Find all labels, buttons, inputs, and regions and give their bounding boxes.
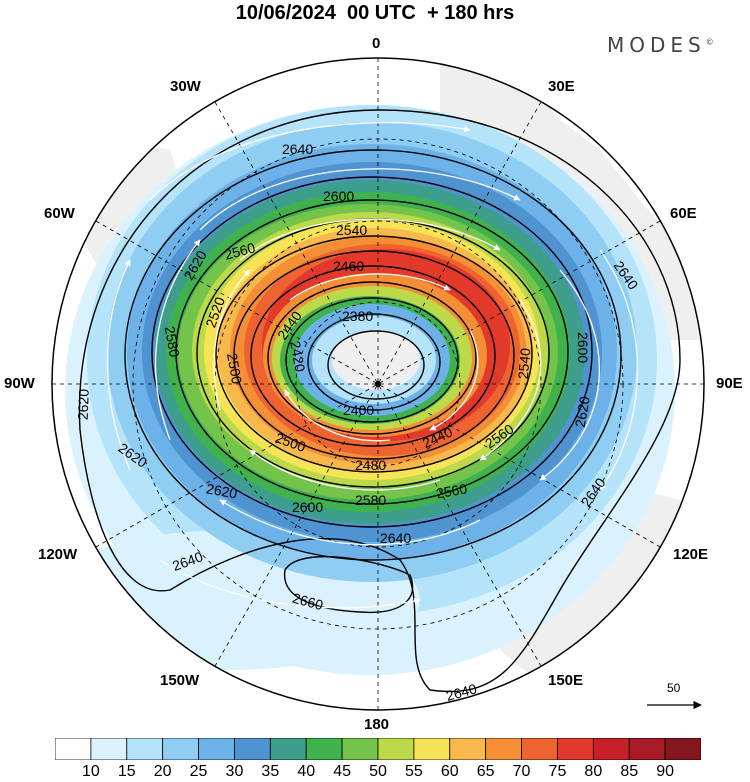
contour-label: 2640	[380, 530, 411, 546]
contour-label: 2600	[575, 332, 591, 363]
contour-label: 2460	[333, 258, 364, 274]
lon-label-120e: 120E	[673, 546, 709, 563]
colorbar-tick-label: 70	[512, 763, 531, 780]
colorbar-swatch	[664, 738, 701, 760]
lon-label-180: 180	[364, 716, 390, 733]
contour-label: 2580	[355, 492, 386, 508]
lon-label-30e: 30E	[548, 78, 575, 95]
height-contours	[78, 109, 681, 693]
lon-label-120w: 120W	[38, 546, 78, 563]
colorbar-tick-label: 50	[369, 763, 387, 780]
contour-label: 2480	[355, 457, 386, 473]
contour-label: 2380	[342, 308, 373, 324]
lon-label-30w: 30W	[170, 78, 201, 95]
reference-vector-label: 50	[667, 681, 681, 695]
colorbar-swatch	[269, 738, 307, 760]
colorbar-swatch	[413, 738, 451, 760]
polar-map: 2640 2600 2620 2560 2540 2460 2520 2440 …	[51, 57, 705, 711]
wind-vectors	[106, 122, 639, 609]
colorbar-tick-label: 10	[81, 763, 100, 780]
copyright-mark: ©	[705, 37, 714, 47]
contour-label: 2400	[343, 402, 374, 418]
colorbar-tick-label: 90	[656, 763, 675, 780]
contour-label: 2660	[291, 590, 325, 614]
colorbar-swatch	[162, 738, 199, 760]
contour-label: 2540	[515, 347, 534, 380]
colorbar-swatch	[234, 738, 271, 760]
colorbar-tick-label: 45	[333, 763, 352, 780]
contour-label: 2500	[224, 352, 245, 386]
colorbar-tick-label: 80	[584, 763, 603, 780]
colorbar-swatch	[592, 738, 630, 760]
contour-label: 2620	[572, 395, 593, 429]
colorbar-swatch	[90, 738, 128, 760]
colorbar-swatch	[485, 738, 522, 760]
map-border	[51, 57, 705, 711]
lon-label-150w: 150W	[160, 672, 200, 689]
colorbar-swatch	[377, 738, 415, 760]
colorbar-swatch	[305, 738, 343, 760]
graticule	[52, 58, 704, 710]
lon-label-60e: 60E	[670, 205, 697, 222]
reference-vector: 50	[647, 681, 702, 710]
contour-label: 2640	[444, 680, 478, 704]
colorbar-swatch	[628, 738, 666, 760]
contour-label: 2420	[287, 340, 308, 374]
modes-logo: MODES©	[607, 33, 714, 57]
colorbar-tick-label: 30	[225, 763, 244, 780]
colorbar-tick-label: 55	[404, 763, 423, 780]
contour-label: 2580	[162, 325, 183, 359]
logo-text: MODES	[607, 33, 706, 57]
colorbar-swatch	[449, 738, 487, 760]
contour-label: 2560	[435, 480, 469, 501]
contour-label: 2600	[292, 499, 323, 515]
contour-label: 2540	[336, 222, 367, 238]
colorbar-tick-label: 25	[189, 763, 208, 780]
colorbar-tick-label: 65	[476, 763, 495, 780]
colorbar-tick-label: 75	[548, 763, 567, 780]
colorbar-swatch	[521, 738, 558, 760]
colorbar-tick-label: 35	[261, 763, 280, 780]
north-pole-dot	[375, 381, 381, 387]
colorbar-swatch	[341, 738, 379, 760]
lon-label-150e: 150E	[548, 672, 584, 689]
colorbar-swatch	[557, 738, 594, 760]
contour-label: 2620	[205, 480, 239, 501]
contour-label: 2620	[75, 388, 92, 420]
colorbar-tick-label: 60	[440, 763, 459, 780]
lon-label-90e: 90E	[716, 375, 743, 392]
colorbar-tick-label: 15	[117, 763, 136, 780]
colorbar-swatch	[126, 738, 164, 760]
colorbar-swatch	[198, 738, 235, 760]
colorbar-tick-label: 85	[620, 763, 639, 780]
colorbar-swatch	[55, 738, 92, 760]
colorbar	[55, 738, 701, 760]
contour-label: 2600	[323, 188, 354, 204]
map-title: 10/06/2024 00 UTC + 180 hrs	[235, 2, 515, 24]
contour-label: 2640	[282, 141, 313, 157]
lon-label-0: 0	[372, 35, 381, 52]
lon-label-60w: 60W	[44, 205, 75, 222]
colorbar-tick-label: 20	[153, 763, 172, 780]
contour-label: 2560	[223, 239, 257, 263]
lon-label-90w: 90W	[4, 375, 35, 392]
colorbar-tick-label: 40	[297, 763, 316, 780]
